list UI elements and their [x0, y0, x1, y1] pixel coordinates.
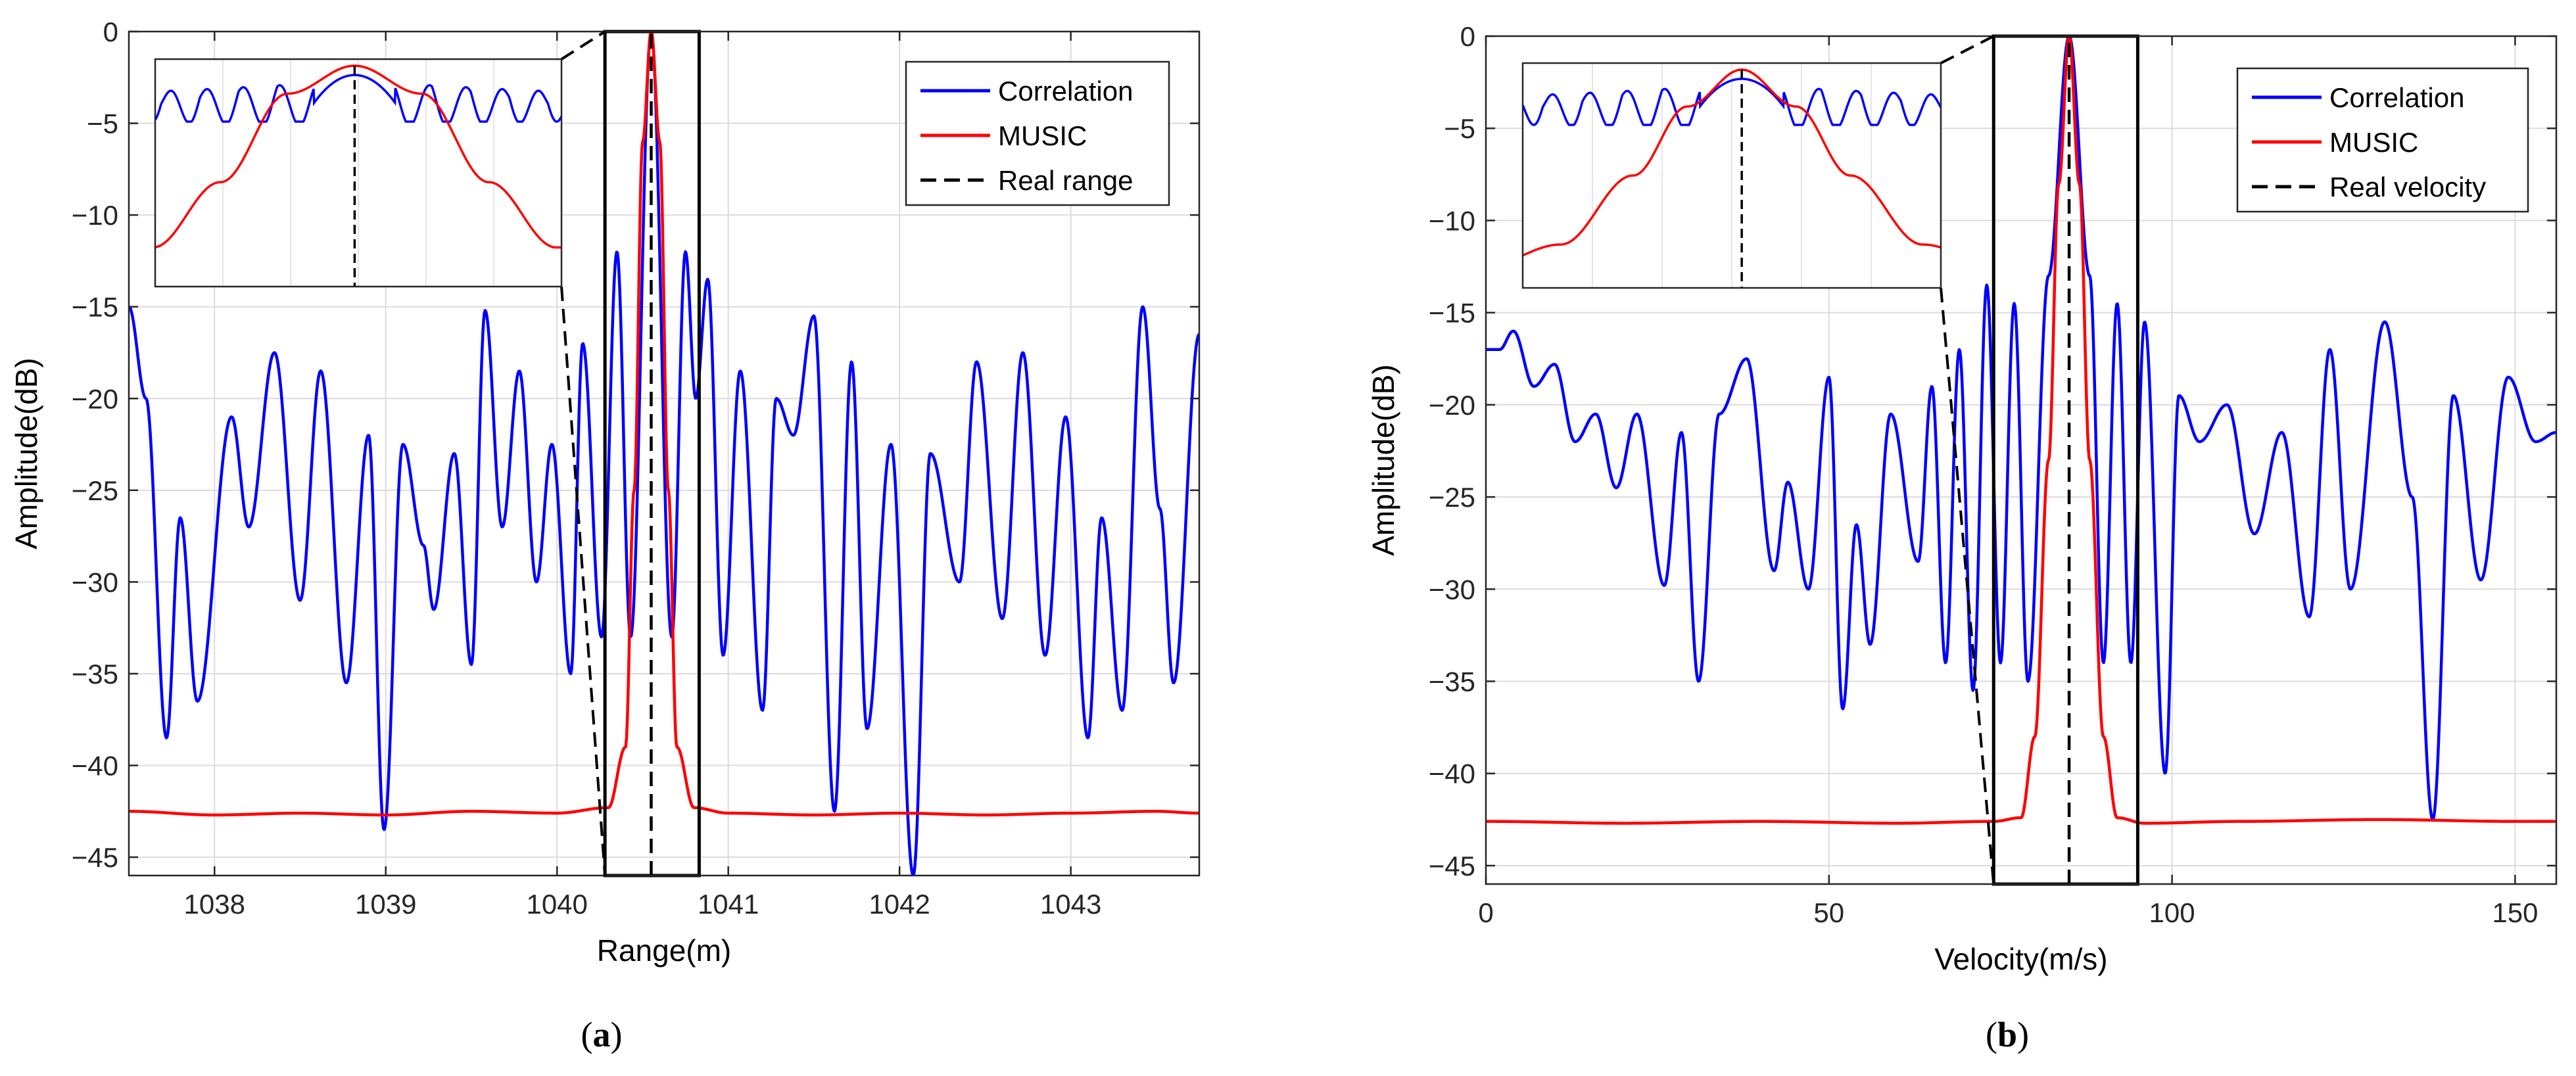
panel-b: 0 50 100 150 0 −5 −10 −15 −20 −25 −30 −35 −40 −45 Velo…: [1366, 21, 2558, 1054]
inset-series: [1523, 63, 1941, 288]
y-tick-label: −15: [1429, 298, 1475, 329]
legend-label: Real velocity: [2329, 172, 2486, 202]
series-group: [1486, 36, 2556, 884]
y-tick-label: −35: [1429, 667, 1475, 697]
x-tick-label: 0: [1478, 897, 1493, 928]
legend-label: Correlation: [2329, 82, 2464, 113]
legend: Correlation MUSIC Real velocity: [2236, 67, 2529, 213]
x-tick-label: 150: [2492, 897, 2538, 928]
series-group: [129, 32, 1199, 876]
inset-connector: [560, 286, 607, 876]
y-tick-label: −5: [1444, 113, 1475, 144]
panel-a: 1038 1039 1040 1041 1042 1043 0 −5 −10 −15 −20 −25 −…: [9, 16, 1201, 1054]
series-music: [129, 32, 1199, 817]
y-tick-label: −40: [72, 751, 118, 782]
series-correlation: [129, 32, 1199, 876]
panel-label-close: ): [2017, 1015, 2029, 1054]
x-axis-label: Velocity(m/s): [1934, 942, 2107, 976]
x-tick-label: 1038: [184, 889, 245, 920]
inset-frame: [1521, 62, 1942, 289]
inset-connector: [560, 30, 606, 60]
inset-frame: [154, 58, 563, 288]
x-tick-label: 100: [2149, 897, 2195, 928]
x-tick-label: 1040: [526, 889, 587, 920]
panel-label-open: (: [1986, 1015, 1997, 1054]
inset-connector: [1940, 287, 1995, 885]
axes-frame: [128, 30, 1201, 877]
panel-label-letter: a: [593, 1015, 611, 1054]
y-tick-label: −10: [72, 200, 118, 231]
y-tick-label: −20: [1429, 390, 1475, 421]
legend-label: MUSIC: [2329, 127, 2418, 158]
y-tick-label: −25: [72, 475, 118, 506]
panel-label-open: (: [581, 1015, 593, 1054]
ticks: 1038 1039 1040 1041 1042 1043 0 −5 −10 −15 −20 −25 −…: [72, 16, 1199, 920]
legend: Correlation MUSIC Real range: [905, 60, 1170, 206]
inset-series-music: [1523, 68, 1941, 257]
x-tick-label: 1043: [1040, 889, 1101, 920]
y-tick-label: −45: [72, 842, 118, 873]
legend-label: Correlation: [998, 76, 1133, 106]
inset-series: [155, 59, 561, 287]
y-tick-label: −25: [1429, 482, 1475, 513]
panel-label: (a): [581, 1015, 623, 1054]
y-tick-label: −35: [72, 659, 118, 690]
x-tick-label: 1041: [698, 889, 759, 920]
y-tick-label: −30: [1429, 574, 1475, 605]
y-axis-label: Amplitude(dB): [9, 358, 43, 549]
inset-series-correlation: [155, 74, 561, 123]
y-tick-label: −30: [72, 567, 118, 597]
y-tick-label: −40: [1429, 759, 1475, 789]
y-tick-label: −10: [1429, 205, 1475, 236]
panel-label-letter: b: [1997, 1015, 2017, 1054]
y-tick-label: −5: [87, 108, 118, 139]
axes-frame: [1485, 35, 2558, 885]
x-axis-label: Range(m): [597, 933, 732, 968]
panel-label: (b): [1986, 1015, 2029, 1054]
y-tick-label: −20: [72, 383, 118, 414]
series-correlation: [1486, 36, 2556, 821]
inset-series-correlation: [1523, 78, 1941, 126]
y-tick-label: −45: [1429, 851, 1475, 881]
panel-label-close: ): [611, 1015, 623, 1054]
y-tick-label: 0: [103, 16, 118, 47]
y-tick-label: −15: [72, 292, 118, 323]
x-tick-label: 50: [1813, 897, 1844, 928]
inset-series-music: [155, 64, 561, 249]
y-axis-label: Amplitude(dB): [1366, 364, 1400, 555]
x-tick-label: 1039: [355, 889, 416, 920]
y-tick-label: 0: [1460, 21, 1475, 52]
legend-label: Real range: [998, 165, 1133, 196]
x-tick-label: 1042: [869, 889, 930, 920]
inset-connector: [1940, 35, 1995, 64]
legend-label: MUSIC: [998, 120, 1087, 151]
ticks: 0 50 100 150 0 −5 −10 −15 −20 −25 −30 −35 −40 −45: [1429, 21, 2556, 928]
series-music: [1486, 36, 2556, 825]
